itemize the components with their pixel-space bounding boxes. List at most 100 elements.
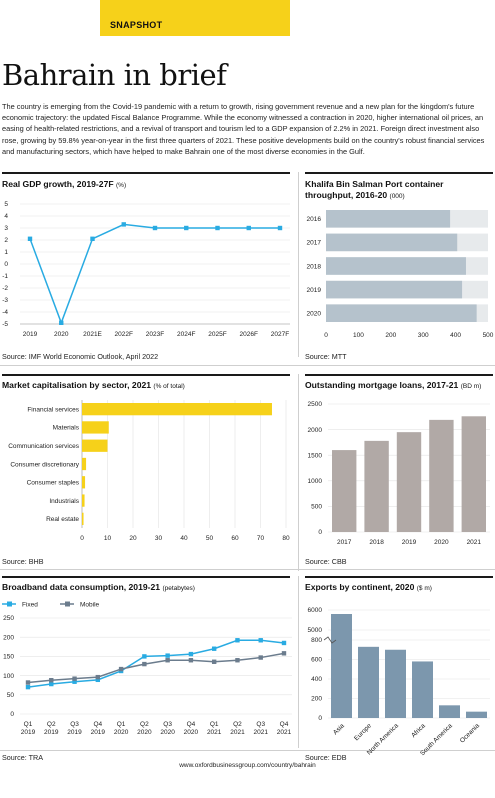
exports-chart-title: Exports by continent, 2020 ($ m) [305, 582, 493, 594]
x-tick-label: Q3 [256, 721, 265, 728]
mortgage-chart-title: Outstanding mortgage loans, 2017-21 (BD … [305, 380, 493, 392]
series-line [27, 639, 285, 688]
x-tick-label: Q1 [117, 721, 126, 728]
bar [82, 403, 272, 416]
x-tick-label: 2019 [402, 539, 417, 546]
bar [326, 257, 466, 275]
panel-rule [2, 374, 290, 376]
y-tick-label: 1 [4, 249, 8, 256]
port-source: Source: MTT [305, 352, 347, 361]
bar [331, 614, 352, 718]
bar [82, 421, 109, 434]
data-point [215, 225, 220, 231]
y-tick-label: 0 [318, 715, 322, 722]
y-tick-label: 0 [10, 711, 14, 718]
y-tick-label: -5 [2, 321, 8, 328]
row-divider [0, 365, 495, 366]
port-chart-title: Khalifa Bin Salman Port container throug… [305, 179, 493, 202]
bar [82, 439, 108, 452]
bar [326, 210, 451, 228]
x-tick-label: Oceania [459, 722, 481, 744]
data-point [235, 658, 240, 663]
page-title: Bahrain in brief [2, 58, 227, 92]
x-tick-label: 0 [80, 535, 84, 542]
x-tick-label: 2019 [91, 729, 106, 736]
x-tick-label: 2018 [369, 539, 384, 546]
y-tick-label: -4 [2, 309, 8, 316]
x-tick-label: 2021 [207, 729, 222, 736]
exports-title-text: Exports by continent, 2020 [305, 582, 415, 592]
mortgage-chart: 2500 2000 1500 1000 500 0 2017 2018 2019 2020 2021 [308, 401, 490, 546]
data-point [59, 320, 64, 325]
y-tick-label: 2018 [307, 263, 322, 270]
x-tick-label: 2020 [184, 729, 199, 736]
x-tick-label: 100 [353, 332, 364, 339]
y-tick-label: 1000 [308, 478, 323, 485]
bar [82, 512, 84, 525]
y-tick-label: Consumer staples [27, 480, 80, 487]
legend-swatch-marker [7, 601, 12, 607]
data-point [90, 236, 95, 241]
data-point [211, 659, 217, 664]
y-tick-label: 2000 [308, 427, 323, 434]
bar [466, 711, 487, 718]
bar [326, 280, 463, 299]
y-tick-label: 2500 [308, 401, 323, 408]
x-tick-label: Q3 [163, 721, 172, 728]
x-tick-label: 70 [257, 535, 265, 542]
y-tick-label: 2020 [307, 311, 322, 318]
data-point [121, 222, 126, 227]
y-tick-label: Real estate [46, 516, 79, 523]
gdp-chart: 5 4 3 2 1 0 -1 -2 -3 -4 -5 2019 2020 2021E 2022F 2023F 2… [2, 201, 290, 338]
bar [412, 661, 433, 718]
x-tick-label: 2022F [115, 331, 133, 338]
marketcap-source: Source: BHB [2, 557, 44, 566]
x-tick-label: 200 [385, 332, 396, 339]
broadband-unit: (petabytes) [162, 585, 195, 592]
marketcap-title-text: Market capitalisation by sector, 2021 [2, 380, 152, 390]
y-tick-label: Communication services [8, 443, 80, 450]
y-tick-label: 500 [311, 504, 322, 511]
panel-rule [305, 374, 493, 376]
bar [358, 646, 379, 718]
bar [82, 457, 87, 471]
panel-rule [2, 172, 290, 174]
data-point [49, 678, 54, 683]
x-tick-label: 20 [129, 535, 137, 542]
data-point [188, 658, 194, 663]
x-tick-label: 2023F [146, 331, 164, 338]
gdp-chart-title: Real GDP growth, 2019-27F (%) [2, 179, 290, 191]
x-tick-label: 60 [231, 535, 239, 542]
x-tick-label: 2020 [160, 729, 175, 736]
section-tag-label: SNAPSHOT [110, 20, 163, 30]
data-point [165, 658, 170, 663]
intro-paragraph: The country is emerging from the Covid-1… [2, 102, 485, 156]
series-line [29, 223, 280, 325]
data-point [281, 640, 287, 646]
y-tick-label: 200 [3, 634, 14, 641]
x-tick-label: Q2 [140, 721, 149, 728]
x-tick-label: 50 [206, 535, 214, 542]
broadband-source: Source: TRA [2, 753, 44, 762]
x-tick-label: 500 [483, 332, 494, 339]
x-tick-label: 2021 [277, 729, 292, 736]
x-tick-label: 2020 [434, 539, 449, 546]
x-tick-label: 2017 [337, 539, 352, 546]
x-tick-label: Africa [410, 722, 427, 739]
bar [326, 304, 477, 322]
section-tag: SNAPSHOT [100, 0, 290, 36]
x-tick-label: Q4 [280, 721, 289, 728]
data-point [246, 225, 251, 231]
y-tick-label: 600 [311, 657, 322, 664]
bar [461, 416, 486, 532]
y-tick-label: Materials [53, 425, 80, 432]
axis-break-mark [323, 636, 337, 644]
data-point [95, 677, 101, 683]
x-tick-label: 2026F [240, 331, 258, 338]
x-tick-label: 2019 [23, 331, 38, 338]
legend-label: Fixed [22, 602, 38, 609]
data-point [95, 674, 101, 680]
panel-rule [305, 576, 493, 578]
x-tick-label: 300 [418, 332, 429, 339]
